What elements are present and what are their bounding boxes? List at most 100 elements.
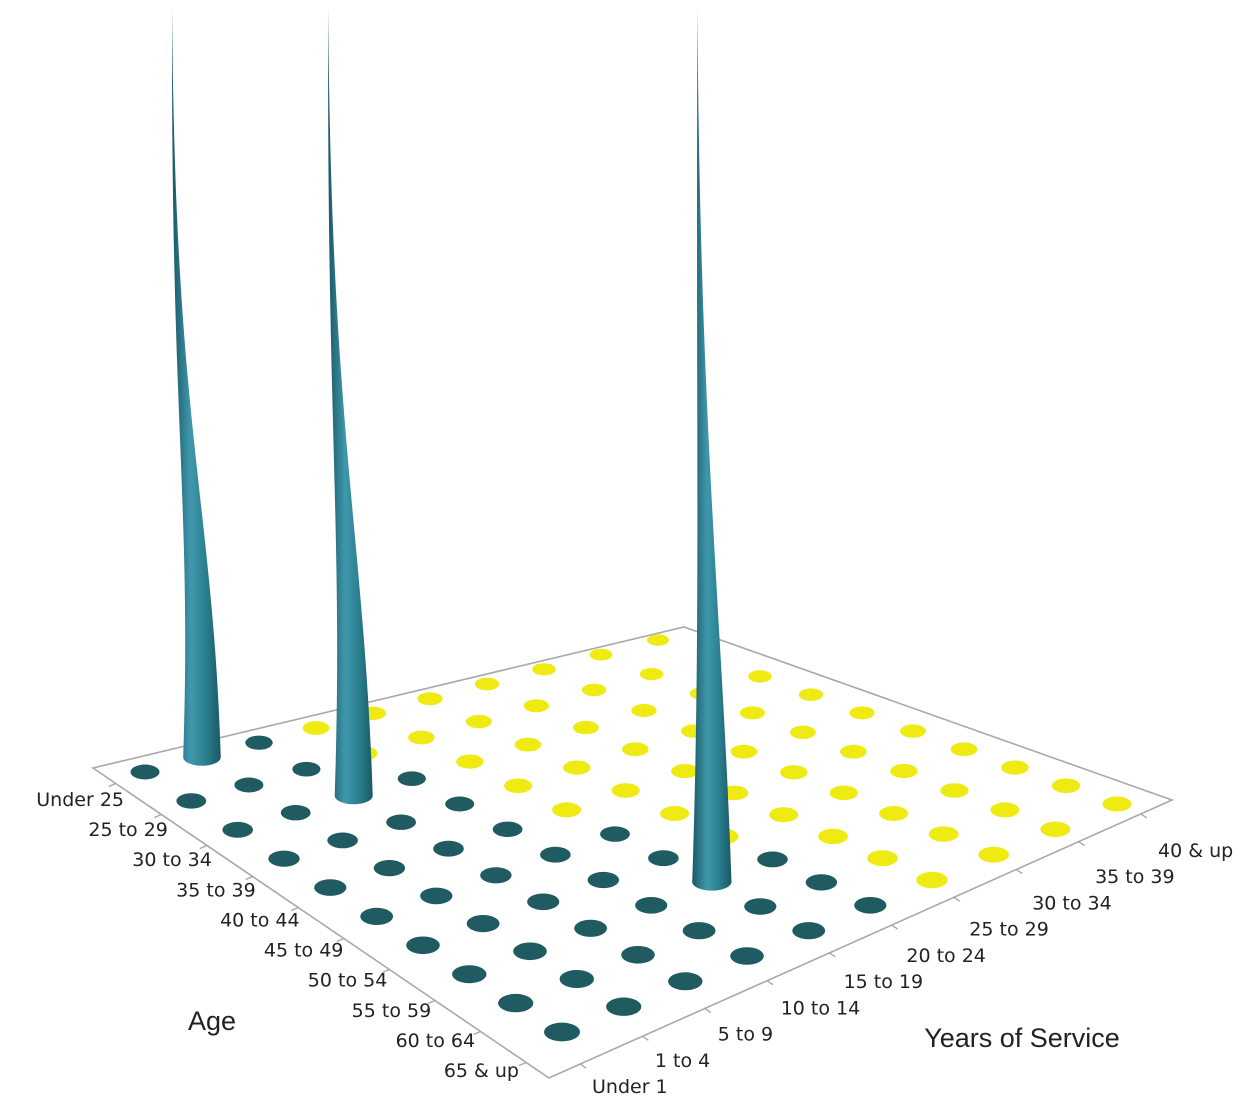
floor-dot: [417, 692, 443, 706]
floor-dot: [466, 714, 492, 729]
floor-dot: [769, 807, 799, 823]
service-tick-label: Under 1: [592, 1076, 668, 1098]
floor-dot: [130, 764, 160, 780]
floor-dot: [314, 879, 347, 896]
age-tick-mark: [108, 782, 117, 788]
floor-dot: [513, 942, 547, 961]
service-tick-label: 5 to 9: [718, 1024, 773, 1046]
floor-dot: [730, 947, 764, 965]
floor-dot: [589, 648, 613, 661]
age-tick-label: 30 to 34: [132, 849, 212, 871]
floor-dot: [581, 683, 607, 697]
age-tick-label: Under 25: [36, 789, 124, 811]
floor-dot: [397, 771, 426, 786]
floor-dot: [327, 832, 358, 849]
floor-dot: [234, 777, 264, 793]
floor-dot: [527, 893, 560, 911]
floor-dot: [635, 897, 668, 914]
tick-labels: Under 25 25 to 29 30 to 34 35 to 39 40 to 44…: [36, 789, 1233, 1098]
age-tick-mark: [336, 937, 345, 943]
service-tick-label: 20 to 24: [906, 945, 986, 967]
service-tick-mark: [579, 1063, 587, 1069]
service-tick-mark: [642, 1035, 649, 1041]
floor-dot: [280, 805, 311, 821]
service-tick-mark: [766, 980, 774, 986]
floor-dot: [648, 850, 679, 867]
age-tick-label: 60 to 64: [396, 1030, 476, 1052]
floor-dot: [492, 821, 523, 837]
floor-dot: [360, 907, 394, 926]
floor-dot: [445, 796, 475, 812]
floor-dot: [176, 793, 207, 809]
floor-dot: [544, 1022, 580, 1042]
age-tick-mark: [473, 1030, 481, 1036]
floor-dot: [406, 936, 440, 955]
floor-dot: [900, 724, 926, 738]
age-tick-mark: [245, 875, 253, 881]
service-tick-mark: [891, 924, 899, 930]
floor-dot: [950, 742, 978, 757]
age-tick-label: 55 to 59: [352, 1000, 432, 1022]
floor-dot: [573, 720, 599, 735]
floor-dot: [498, 993, 534, 1013]
y-axis-title: Age: [188, 1006, 236, 1036]
service-tick-mark: [704, 1007, 712, 1014]
floor-dot: [504, 778, 533, 794]
service-tick-label: 25 to 29: [969, 919, 1049, 941]
floor-dot: [757, 851, 788, 868]
floor-dot: [647, 634, 669, 646]
floor-dot: [671, 764, 699, 779]
floor-dot: [849, 706, 875, 720]
service-tick-mark: [828, 952, 836, 958]
service-tick-label: 40 & up: [1158, 840, 1233, 862]
floor-dot: [552, 802, 582, 818]
floor-dot: [514, 737, 542, 752]
floor-dot: [1040, 821, 1071, 837]
service-tick-mark: [1140, 813, 1148, 819]
floor-dot: [805, 874, 838, 891]
floor-dot: [730, 744, 758, 759]
age-tick-label: 50 to 54: [308, 970, 388, 992]
floor-dot: [829, 785, 858, 801]
floor-dot: [890, 764, 918, 779]
age-tick-mark: [199, 844, 208, 850]
floor-dot: [523, 699, 550, 713]
floor-dot: [474, 677, 500, 691]
floor-dot: [1001, 760, 1029, 775]
floor-dot: [606, 997, 642, 1016]
floor-dot: [574, 919, 607, 937]
floor-dot: [611, 783, 640, 798]
service-tick-label: 10 to 14: [781, 997, 861, 1019]
floor-dot: [245, 735, 273, 750]
floor-dot: [780, 765, 808, 780]
age-tick-label: 40 to 44: [220, 909, 300, 931]
floor-dot: [854, 897, 887, 914]
floor-dot: [456, 754, 484, 769]
age-tick-mark: [290, 906, 299, 912]
floor-dot: [222, 821, 253, 838]
floor-dot: [916, 871, 948, 889]
spike-30-to-34: [328, 6, 373, 805]
floor-dot: [798, 688, 824, 701]
floor-dot: [466, 915, 500, 933]
floor-dot: [373, 860, 406, 877]
floor-dot: [452, 965, 487, 984]
service-tick-label: 35 to 39: [1095, 866, 1175, 888]
floor-dot: [928, 826, 959, 842]
x-axis-title: Years of Service: [924, 1023, 1120, 1053]
floor-dot: [639, 668, 664, 681]
age-tick-mark: [427, 999, 436, 1005]
floor-dot: [408, 730, 435, 745]
age-tick-mark: [382, 968, 390, 974]
floor-dot: [1102, 796, 1132, 812]
floor-dot: [748, 670, 772, 683]
age-tick-mark: [154, 813, 162, 819]
floor-dot: [682, 922, 716, 940]
floor-dot: [744, 898, 777, 915]
floor-dots: [130, 634, 1132, 1042]
floor-dot: [840, 744, 867, 759]
service-tick-label: 15 to 19: [844, 971, 924, 993]
floor-dot: [420, 887, 453, 905]
spikes: [172, 6, 732, 891]
